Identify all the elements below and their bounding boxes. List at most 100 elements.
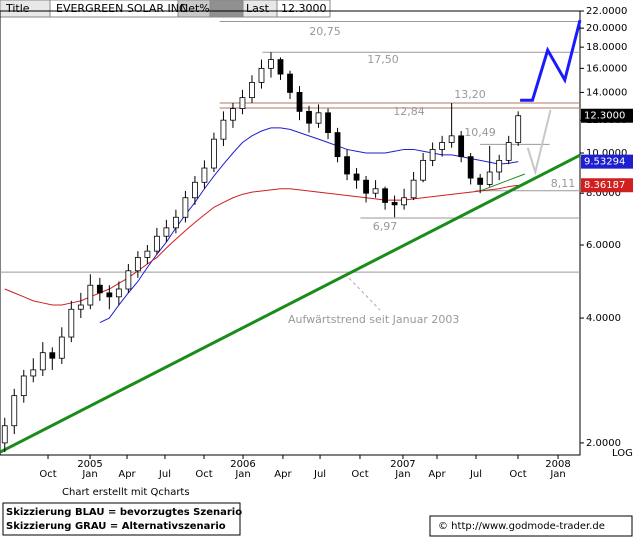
x-tick-label: Jan [549,469,565,480]
candle-body [39,352,46,371]
value-tag [581,108,633,123]
y-tick-label: 22.0000 [586,6,627,17]
candle-body [268,59,274,69]
header-title: Title [5,2,30,15]
drawing-line [479,173,526,192]
y-tick-label: 2.0000 [586,438,621,449]
level-label: 17,50 [367,53,399,66]
candle-body [239,97,246,109]
candle-body [173,216,179,229]
candle-body [20,375,27,397]
candle-body [230,108,236,121]
candle-body [58,336,65,359]
candle-body [249,81,255,99]
x-year-label: 2007 [390,459,415,470]
legend-gray: Skizzierung GRAU = Alternativszenario [6,521,226,532]
candle-body [125,270,132,290]
x-tick-label: Oct [195,469,212,480]
header-cell [276,0,331,18]
candle-body [448,135,455,143]
candle-body [296,92,303,112]
candle-body [515,115,522,143]
plot-frame [0,10,581,456]
candle-body [306,110,312,124]
candle-body [115,288,122,298]
candle-body [106,292,113,298]
y-tick-label: 18.0000 [586,42,627,53]
header-last: 12.3000 [281,2,327,15]
x-tick-label: Oct [39,469,56,480]
y-tick-label: 10.0000 [586,148,627,159]
candle-body [410,179,417,199]
credit: Chart erstellt mit Qcharts [62,487,190,498]
candle-body [429,149,436,161]
header-last-caption: Last [246,2,270,15]
x-year-label: 2006 [230,459,255,470]
candle-body [420,159,427,181]
candle-body [144,250,151,258]
candle-body [11,395,18,427]
level-label: 12,84 [393,105,425,118]
candle-body [220,119,227,140]
x-tick-label: Jul [469,469,482,480]
drawing-line [0,153,581,454]
candle-body [363,179,369,194]
candle-body [153,235,160,252]
candle-body [334,132,341,158]
candle-body [1,425,8,444]
level-label: 6,97 [373,220,398,233]
candle-body [382,188,388,203]
x-tick-label: Jan [81,469,97,480]
candle-body [134,257,141,272]
candle-body [77,304,84,310]
x-tick-label: Jul [313,469,326,480]
legend-box [2,502,241,536]
candle-body [467,156,474,179]
candle-body [182,197,189,218]
candle-body [211,138,217,169]
candle-body [201,167,208,183]
level-label: 13,20 [454,88,486,101]
x-tick-label: Oct [509,469,526,480]
value-tag-label: 8.36187 [584,180,625,191]
candle-body [391,202,398,206]
header: Title EVERGREEN SOLAR INC Net% Last 12.3… [0,0,331,18]
x-tick-label: Apr [118,469,136,480]
candle-body [353,173,360,181]
y-tick-label: 16.0000 [586,63,627,74]
header-cell [209,0,244,18]
candle-body [496,159,503,173]
candle-body [49,352,56,359]
y-tick-label: 20.0000 [586,23,627,34]
value-tag [581,178,633,193]
x-tick-label: Jul [158,469,171,480]
header-net: Net% [180,2,210,15]
x-tick-label: Jan [234,469,250,480]
candle-body [96,284,103,294]
candle-body [30,369,37,377]
candle-body [486,171,493,185]
candle-body [315,112,322,124]
source-box [429,515,633,537]
candle-body [439,142,446,150]
candle-body [287,73,293,93]
x-year-label: 2008 [545,459,570,470]
x-tick-label: Jan [394,469,410,480]
drawing-line [526,109,552,176]
candle-body [192,181,198,199]
y-tick-label: 4.0000 [586,313,621,324]
x-tick-label: Apr [274,469,292,480]
source: © http://www.godmode-trader.de [438,521,605,532]
y-tick-label: 14.0000 [586,87,627,98]
candle-body [458,135,465,158]
candle-body [325,112,331,134]
log-label: LOG [612,448,633,459]
moving-average [99,127,519,324]
candle-body [344,156,350,175]
annotation-pointer [344,273,381,311]
x-tick-label: Apr [428,469,446,480]
x-tick-label: Oct [351,469,368,480]
x-year-label: 2005 [77,459,102,470]
drawing-line [520,19,582,102]
